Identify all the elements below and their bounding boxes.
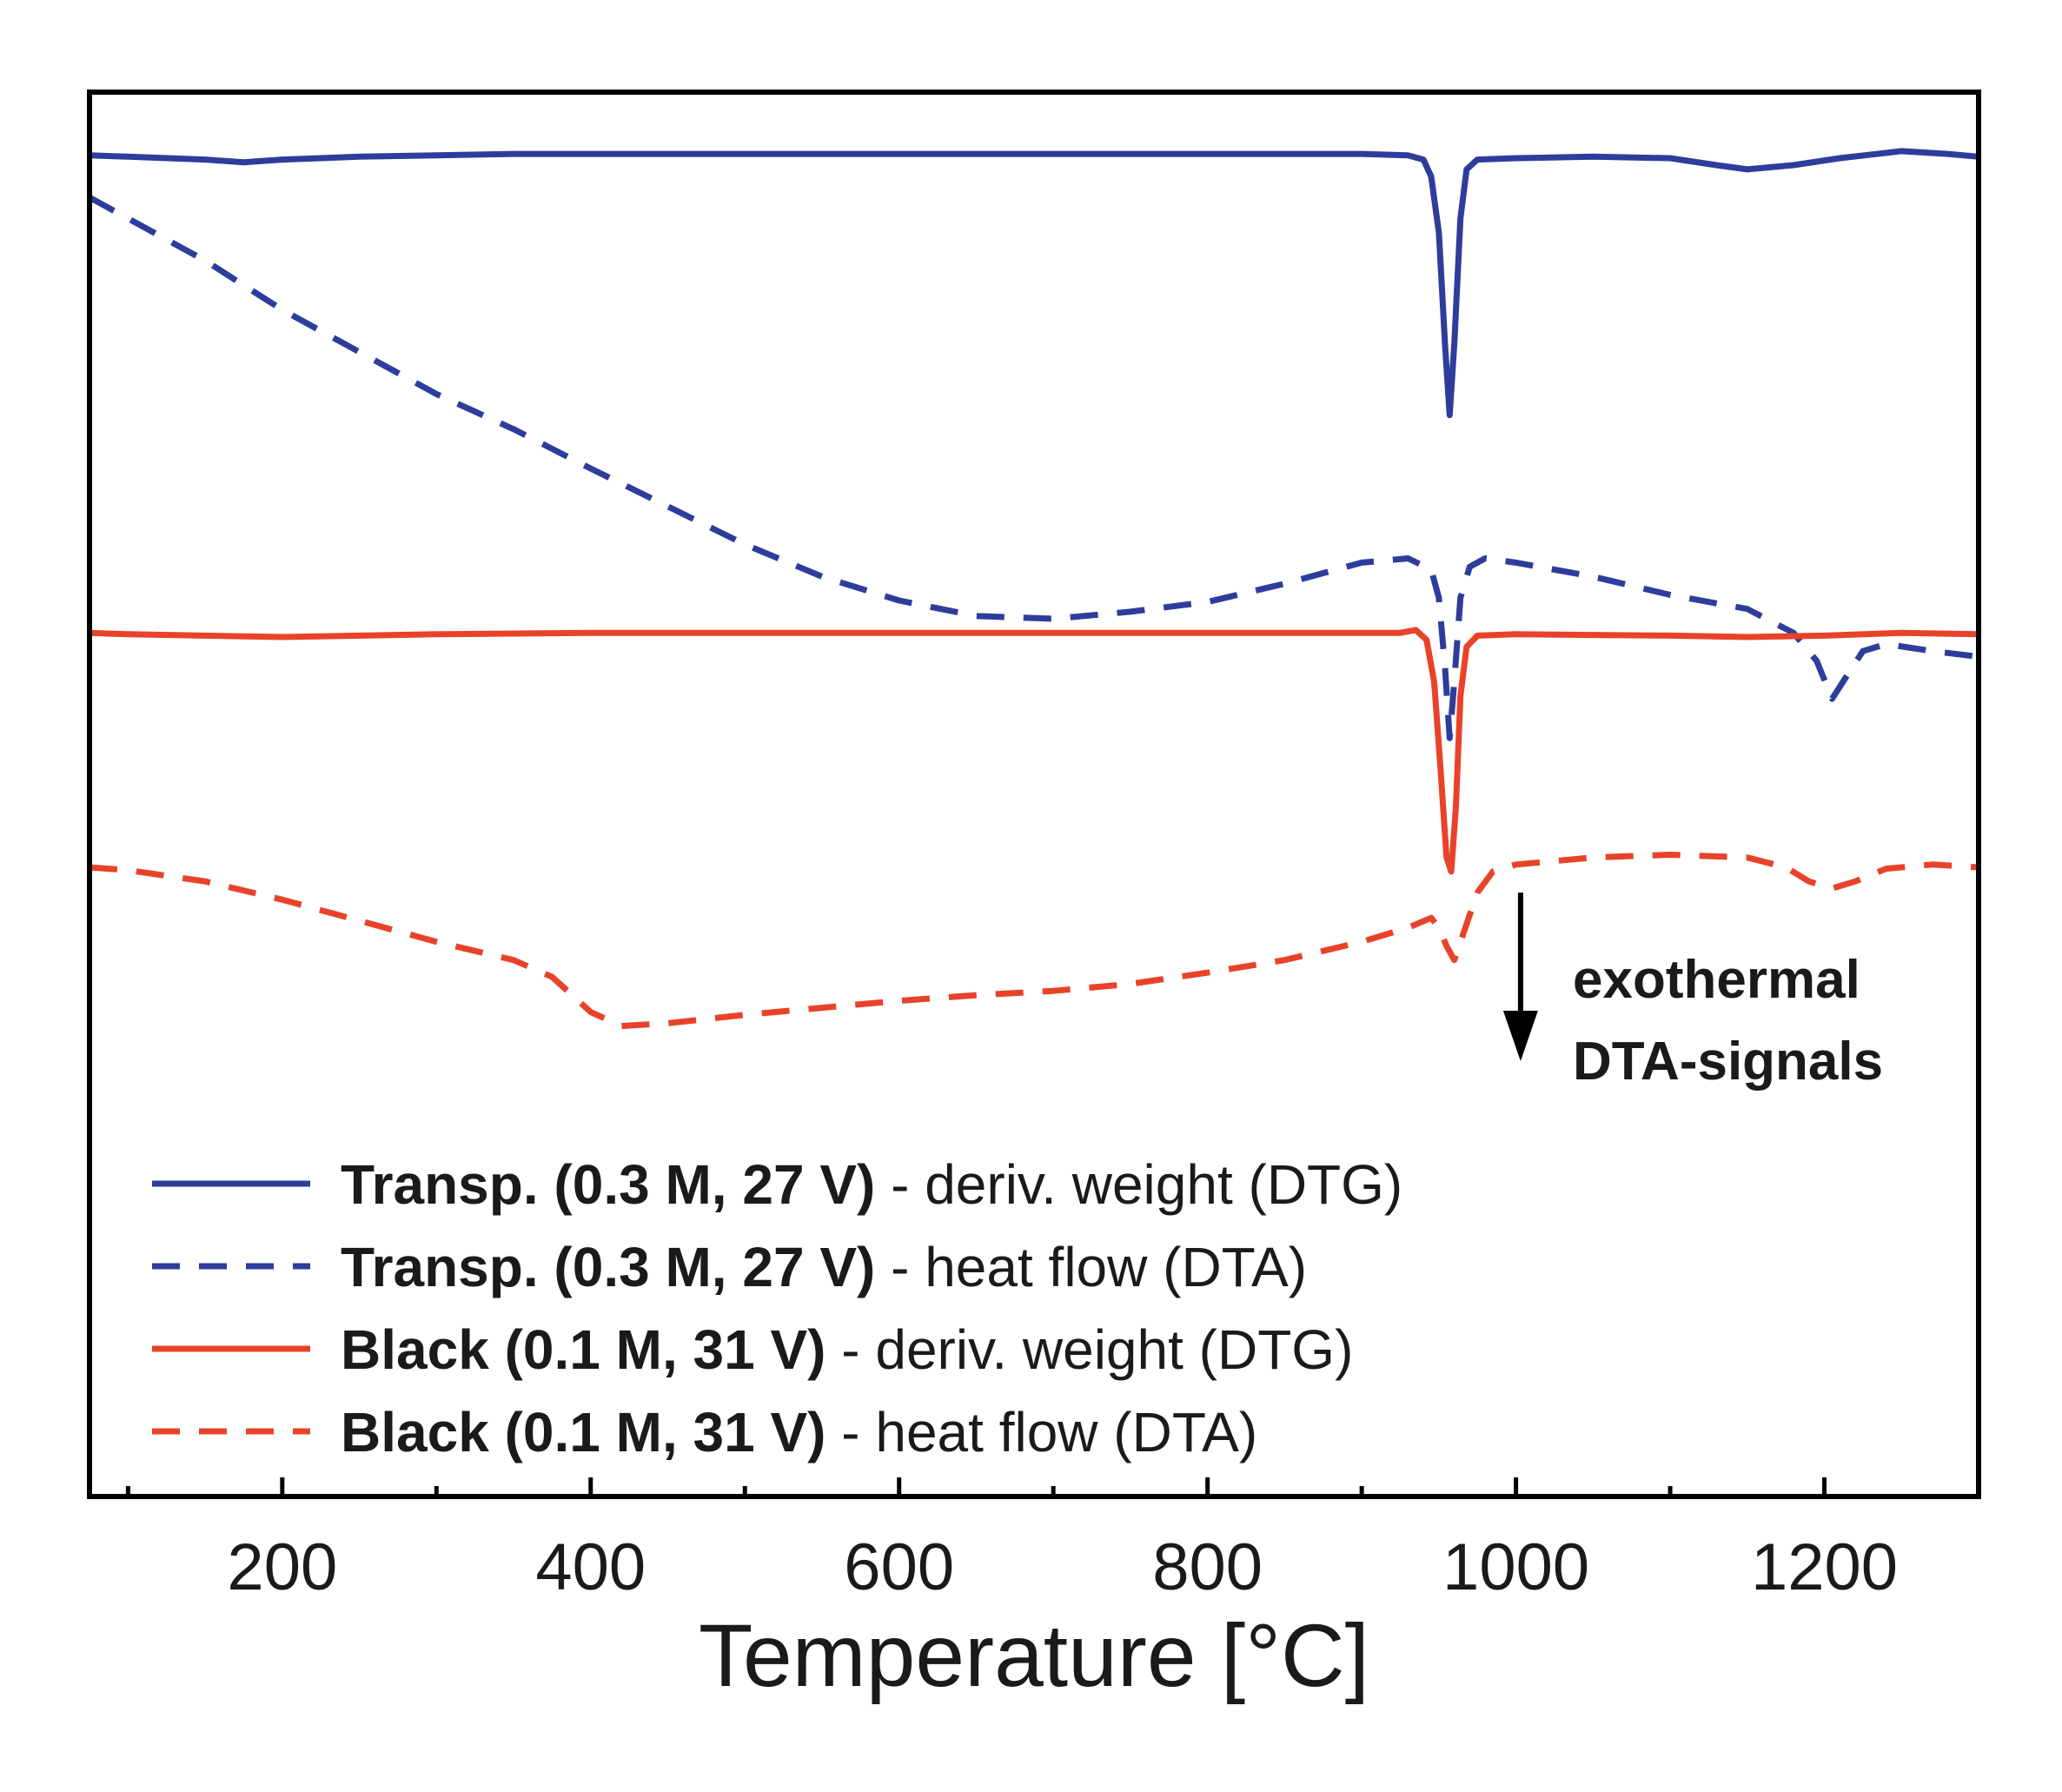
legend-rest-black-dta: - heat flow (DTA): [825, 1401, 1257, 1463]
x-tick-label: 1200: [1751, 1530, 1898, 1604]
x-tick-label: 400: [535, 1530, 646, 1604]
series-line-transp-dtg: [89, 148, 1979, 419]
legend-entry-black-dta: Black (0.1 M, 31 V) - heat flow (DTA): [152, 1401, 1257, 1463]
legend-bold-black-dtg: Black (0.1 M, 31 V): [341, 1318, 825, 1381]
x-tick-label: 200: [227, 1530, 337, 1604]
legend-label-black-dta: Black (0.1 M, 31 V) - heat flow (DTA): [341, 1401, 1257, 1463]
legend-label-transp-dta: Transp. (0.3 M, 27 V) - heat flow (DTA): [341, 1236, 1307, 1298]
legend-rest-transp-dta: - heat flow (DTA): [875, 1236, 1307, 1298]
legend-entry-black-dtg: Black (0.1 M, 31 V) - deriv. weight (DTG…: [152, 1318, 1353, 1381]
legend-rest-black-dtg: - deriv. weight (DTG): [825, 1318, 1353, 1381]
x-tick-label: 1000: [1442, 1530, 1589, 1604]
annotation-line-2: DTA-signals: [1573, 1032, 1883, 1092]
legend-bold-transp-dtg: Transp. (0.3 M, 27 V): [341, 1153, 875, 1216]
series-line-black-dtg: [89, 627, 1979, 875]
down-arrow-head: [1502, 1011, 1538, 1062]
x-axis-title: Temperature [°C]: [699, 1606, 1369, 1705]
legend-entry-transp-dtg: Transp. (0.3 M, 27 V) - deriv. weight (D…: [152, 1153, 1402, 1216]
series-layer: [88, 148, 1979, 1030]
x-tick-label: 800: [1152, 1530, 1263, 1604]
series-line-black-dta: [89, 852, 1979, 1030]
legend-bold-black-dta: Black (0.1 M, 31 V): [341, 1401, 825, 1463]
legend-rest-transp-dtg: - deriv. weight (DTG): [875, 1153, 1402, 1216]
legend-label-black-dtg: Black (0.1 M, 31 V) - deriv. weight (DTG…: [341, 1318, 1353, 1381]
legend-entry-transp-dta: Transp. (0.3 M, 27 V) - heat flow (DTA): [152, 1236, 1307, 1298]
exothermal-annotation: exothermal DTA-signals: [1502, 893, 1883, 1092]
legend-bold-transp-dta: Transp. (0.3 M, 27 V): [341, 1236, 875, 1298]
x-axis-ticks: 200 400 600 800 1000 1200: [125, 1477, 1981, 1604]
plot-frame: [87, 90, 1981, 1499]
legend: Transp. (0.3 M, 27 V) - deriv. weight (D…: [152, 1153, 1402, 1463]
x-tick-label: 600: [844, 1530, 954, 1604]
legend-label-transp-dtg: Transp. (0.3 M, 27 V) - deriv. weight (D…: [341, 1153, 1402, 1216]
annotation-line-1: exothermal: [1573, 950, 1860, 1010]
